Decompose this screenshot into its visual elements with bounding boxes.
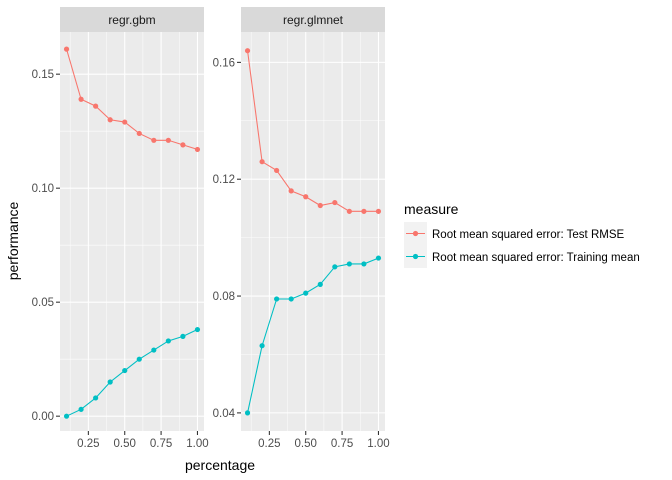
data-point (317, 281, 323, 287)
y-tick-label: 0.16 (213, 57, 235, 69)
legend-key-point (412, 253, 419, 260)
panel-background (60, 32, 204, 431)
data-point (274, 167, 280, 174)
data-point (194, 326, 201, 333)
y-tick-label: 0.10 (32, 183, 54, 195)
x-tick-label: 0.25 (77, 438, 99, 450)
y-tick-label: 0.00 (32, 411, 54, 423)
data-point (107, 379, 113, 385)
data-point (274, 296, 280, 302)
data-point (288, 296, 294, 302)
legend-key-point (412, 230, 419, 237)
data-point (361, 208, 367, 214)
data-point (107, 117, 113, 123)
data-point (165, 338, 171, 344)
data-point (288, 188, 294, 194)
facet-regr.gbm: regr.gbm 0.25 0.50 0.75 1.00 0.00 0.05 0.10 0.15 (32, 7, 209, 450)
y-tick-label: 0.05 (32, 297, 54, 309)
series-training-mean (244, 255, 382, 416)
data-point (63, 413, 70, 419)
data-point (78, 406, 84, 412)
x-axis-title: percentage (185, 457, 255, 473)
data-point (180, 142, 186, 148)
data-point (244, 48, 251, 54)
y-tick-label: 0.12 (213, 174, 235, 186)
panel-background (241, 32, 385, 431)
series-line (247, 50, 379, 212)
series-line (66, 329, 198, 417)
legend: measure Root mean squared error: Test RM… (404, 201, 640, 268)
series-test-rmse (244, 48, 382, 214)
legend-label: Root mean squared error: Training mean (432, 252, 640, 264)
data-point (78, 96, 84, 102)
data-point (63, 46, 70, 52)
data-point (303, 194, 309, 200)
facet-strip-label: regr.gbm (108, 13, 155, 27)
series-test-rmse (63, 46, 201, 153)
facet-panels: regr.gbm 0.25 0.50 0.75 1.00 0.00 0.05 0.10 0.15… (32, 7, 390, 450)
x-tick-label: 1.00 (186, 438, 208, 450)
facet-regr.glmnet: regr.glmnet 0.25 0.50 0.75 1.00 0.04 0.08 0.12 0… (213, 7, 390, 450)
data-point (180, 333, 186, 339)
data-point (194, 146, 201, 153)
x-tick-label: 0.75 (331, 438, 353, 450)
legend-entry: Root mean squared error: Training mean (404, 245, 640, 268)
data-point (136, 130, 142, 137)
data-point (151, 137, 157, 143)
x-tick-label: 0.75 (150, 438, 172, 450)
data-point (122, 367, 128, 374)
data-point (332, 264, 338, 270)
facet-strip (60, 7, 204, 32)
data-point (244, 410, 251, 416)
series-line (66, 48, 198, 150)
data-point (317, 202, 323, 209)
series-training-mean (63, 326, 201, 419)
data-point (122, 119, 128, 125)
data-point (346, 208, 352, 214)
data-point (361, 261, 367, 267)
data-point (259, 343, 265, 349)
facet-strip-label: regr.glmnet (283, 13, 344, 27)
x-tick-label: 0.25 (258, 438, 280, 450)
x-tick-label: 0.50 (295, 438, 317, 450)
x-tick-label: 1.00 (367, 438, 389, 450)
data-point (165, 137, 171, 143)
data-point (303, 290, 309, 296)
data-point (93, 395, 99, 401)
x-tick-label: 0.50 (114, 438, 136, 450)
data-point (136, 356, 142, 362)
data-point (375, 208, 382, 214)
y-tick-label: 0.15 (32, 69, 54, 81)
legend-title: measure (404, 201, 459, 217)
data-point (93, 103, 99, 109)
series-line (247, 257, 379, 414)
legend-entry: Root mean squared error: Test RMSE (404, 222, 625, 245)
y-axis-title: performance (5, 201, 21, 280)
data-point (332, 199, 338, 206)
facet-strip (241, 7, 385, 32)
data-point (259, 159, 265, 165)
legend-label: Root mean squared error: Test RMSE (432, 229, 625, 241)
data-point (375, 255, 382, 261)
y-tick-label: 0.08 (213, 291, 235, 303)
data-point (151, 347, 157, 353)
legend-entries: Root mean squared error: Test RMSE Root m… (404, 222, 640, 268)
data-point (346, 261, 352, 267)
y-tick-label: 0.04 (213, 408, 236, 420)
